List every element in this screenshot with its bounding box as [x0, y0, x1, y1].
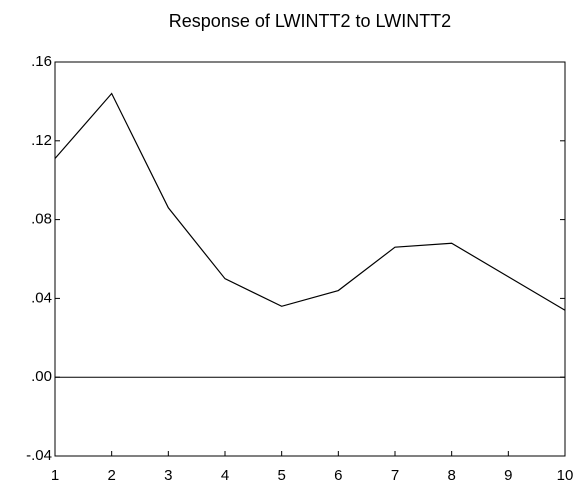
- x-tick-label: 2: [107, 467, 115, 484]
- x-tick-label: 9: [504, 467, 512, 484]
- x-tick-label: 7: [391, 467, 399, 484]
- y-tick-label: .16: [31, 53, 52, 70]
- y-tick-label: .00: [31, 368, 52, 385]
- data-line: [54, 92, 566, 311]
- y-tick-label: -.04: [26, 447, 52, 464]
- x-tick-label: 8: [447, 467, 455, 484]
- x-tick-label: 10: [557, 467, 574, 484]
- y-tick-label: .08: [31, 211, 52, 228]
- plot-frame: [54, 61, 566, 457]
- chart-title: Response of LWINTT2 to LWINTT2: [169, 11, 451, 31]
- x-tick-label: 1: [51, 467, 59, 484]
- x-tick-label: 6: [334, 467, 342, 484]
- y-tick-label: .04: [31, 289, 52, 306]
- x-tick-label: 3: [164, 467, 172, 484]
- x-tick-label: 5: [277, 467, 285, 484]
- x-tick-label: 4: [221, 467, 229, 484]
- y-tick-label: .12: [31, 132, 52, 149]
